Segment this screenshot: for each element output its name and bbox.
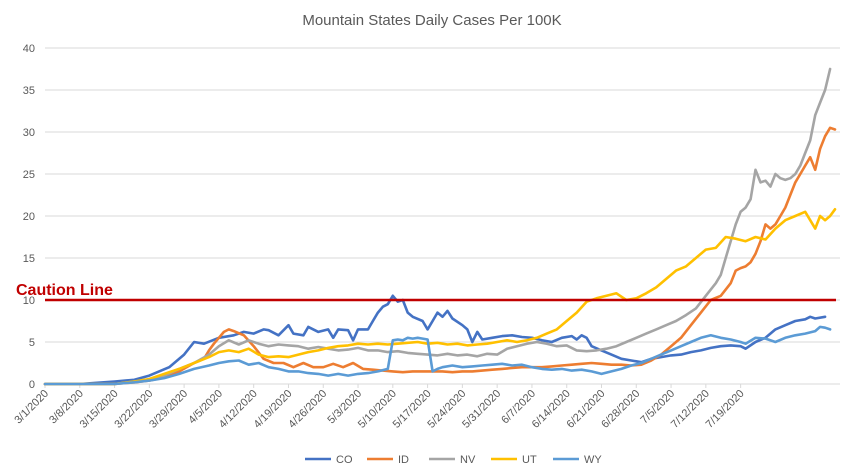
x-tick-label: 6/28/2020 xyxy=(599,388,642,431)
legend-label-nv: NV xyxy=(460,454,476,466)
y-axis-ticks: 0 5 10 15 20 25 30 35 40 xyxy=(23,43,35,391)
x-tick-label: 4/26/2020 xyxy=(286,388,329,431)
y-tick-label: 35 xyxy=(23,85,35,97)
chart-title: Mountain States Daily Cases Per 100K xyxy=(302,12,561,29)
caution-line-label: Caution Line xyxy=(16,282,113,299)
caution-line-group: Caution Line xyxy=(16,282,836,302)
legend-label-ut: UT xyxy=(522,454,537,466)
y-tick-label: 5 xyxy=(29,337,35,349)
y-tick-label: 25 xyxy=(23,169,35,181)
y-tick-label: 10 xyxy=(23,295,35,307)
y-tick-label: 30 xyxy=(23,127,35,139)
y-tick-label: 0 xyxy=(29,379,35,391)
y-tick-label: 15 xyxy=(23,253,35,265)
series-line-co xyxy=(43,294,827,386)
series-line-ut xyxy=(43,208,837,386)
series-line-id xyxy=(43,126,837,386)
legend-label-id: ID xyxy=(398,454,409,466)
series-line-nv xyxy=(43,67,832,386)
x-axis-ticks: 3/1/20203/8/20203/15/20203/22/20203/29/2… xyxy=(12,384,747,431)
x-tick-label: 3/1/2020 xyxy=(12,388,51,427)
y-tick-label: 40 xyxy=(23,43,35,55)
legend: CO ID NV UT WY xyxy=(305,454,602,466)
y-tick-label: 20 xyxy=(23,211,35,223)
x-tick-label: 5/31/2020 xyxy=(460,388,503,431)
series-lines xyxy=(43,67,837,386)
legend-label-co: CO xyxy=(336,454,353,466)
series-line-wy xyxy=(43,325,832,386)
x-tick-label: 7/19/2020 xyxy=(704,388,747,431)
x-tick-label: 3/29/2020 xyxy=(147,388,190,431)
legend-label-wy: WY xyxy=(584,454,602,466)
gridlines xyxy=(45,47,840,385)
